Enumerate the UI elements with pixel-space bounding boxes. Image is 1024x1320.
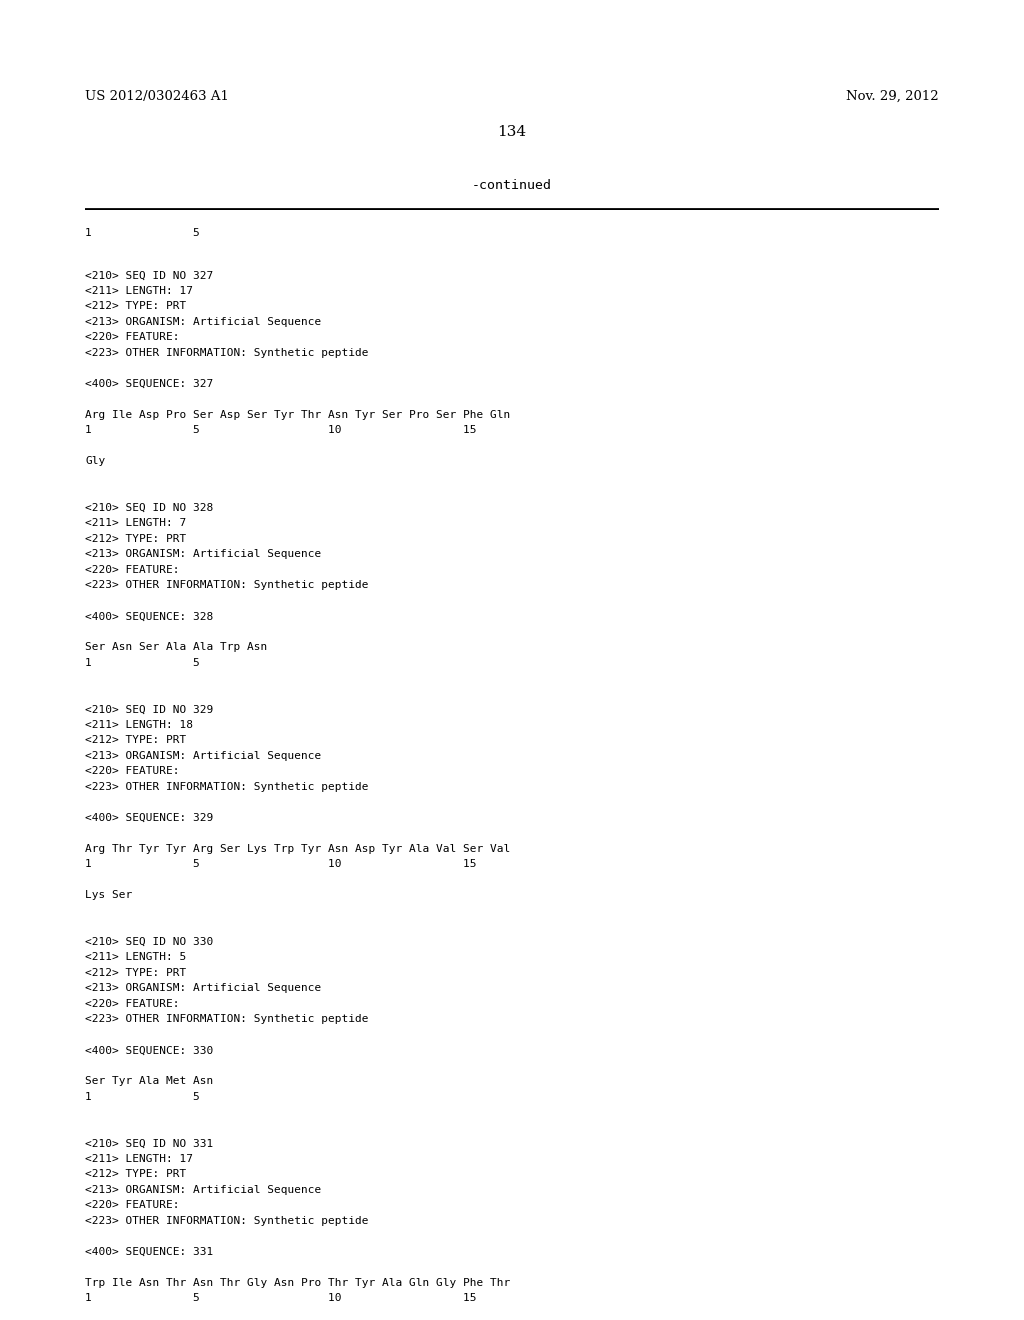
- Text: <220> FEATURE:: <220> FEATURE:: [85, 333, 179, 342]
- Text: Ser Tyr Ala Met Asn: Ser Tyr Ala Met Asn: [85, 1077, 213, 1086]
- Text: Gly: Gly: [85, 457, 105, 466]
- Text: 1               5                   10                  15: 1 5 10 15: [85, 859, 476, 870]
- Text: <400> SEQUENCE: 331: <400> SEQUENCE: 331: [85, 1247, 213, 1257]
- Text: <211> LENGTH: 7: <211> LENGTH: 7: [85, 519, 186, 528]
- Text: <212> TYPE: PRT: <212> TYPE: PRT: [85, 535, 186, 544]
- Text: Arg Thr Tyr Tyr Arg Ser Lys Trp Tyr Asn Asp Tyr Ala Val Ser Val: Arg Thr Tyr Tyr Arg Ser Lys Trp Tyr Asn …: [85, 843, 510, 854]
- Text: 1               5: 1 5: [85, 228, 200, 238]
- Text: <213> ORGANISM: Artificial Sequence: <213> ORGANISM: Artificial Sequence: [85, 983, 322, 994]
- Text: <211> LENGTH: 17: <211> LENGTH: 17: [85, 1154, 193, 1164]
- Text: Nov. 29, 2012: Nov. 29, 2012: [847, 90, 939, 103]
- Text: <213> ORGANISM: Artificial Sequence: <213> ORGANISM: Artificial Sequence: [85, 549, 322, 560]
- Text: <220> FEATURE:: <220> FEATURE:: [85, 565, 179, 576]
- Text: -continued: -continued: [472, 180, 552, 191]
- Text: <223> OTHER INFORMATION: Synthetic peptide: <223> OTHER INFORMATION: Synthetic pepti…: [85, 581, 369, 590]
- Text: <400> SEQUENCE: 329: <400> SEQUENCE: 329: [85, 813, 213, 822]
- Text: 1               5                   10                  15: 1 5 10 15: [85, 1294, 476, 1303]
- Text: <220> FEATURE:: <220> FEATURE:: [85, 999, 179, 1008]
- Text: <400> SEQUENCE: 330: <400> SEQUENCE: 330: [85, 1045, 213, 1056]
- Text: <212> TYPE: PRT: <212> TYPE: PRT: [85, 735, 186, 746]
- Text: <220> FEATURE:: <220> FEATURE:: [85, 767, 179, 776]
- Text: <212> TYPE: PRT: <212> TYPE: PRT: [85, 1170, 186, 1180]
- Text: <212> TYPE: PRT: <212> TYPE: PRT: [85, 968, 186, 978]
- Text: <210> SEQ ID NO 327: <210> SEQ ID NO 327: [85, 271, 213, 281]
- Text: US 2012/0302463 A1: US 2012/0302463 A1: [85, 90, 229, 103]
- Text: <210> SEQ ID NO 329: <210> SEQ ID NO 329: [85, 705, 213, 714]
- Text: <400> SEQUENCE: 328: <400> SEQUENCE: 328: [85, 611, 213, 622]
- Text: <223> OTHER INFORMATION: Synthetic peptide: <223> OTHER INFORMATION: Synthetic pepti…: [85, 348, 369, 358]
- Text: Lys Ser: Lys Ser: [85, 891, 132, 900]
- Text: <213> ORGANISM: Artificial Sequence: <213> ORGANISM: Artificial Sequence: [85, 751, 322, 762]
- Text: <220> FEATURE:: <220> FEATURE:: [85, 1200, 179, 1210]
- Text: <210> SEQ ID NO 330: <210> SEQ ID NO 330: [85, 937, 213, 946]
- Text: 134: 134: [498, 125, 526, 139]
- Text: <211> LENGTH: 17: <211> LENGTH: 17: [85, 286, 193, 296]
- Text: <210> SEQ ID NO 328: <210> SEQ ID NO 328: [85, 503, 213, 513]
- Text: Ser Asn Ser Ala Ala Trp Asn: Ser Asn Ser Ala Ala Trp Asn: [85, 643, 267, 652]
- Text: 1               5                   10                  15: 1 5 10 15: [85, 425, 476, 436]
- Text: <211> LENGTH: 18: <211> LENGTH: 18: [85, 719, 193, 730]
- Text: <213> ORGANISM: Artificial Sequence: <213> ORGANISM: Artificial Sequence: [85, 1185, 322, 1195]
- Text: Arg Ile Asp Pro Ser Asp Ser Tyr Thr Asn Tyr Ser Pro Ser Phe Gln: Arg Ile Asp Pro Ser Asp Ser Tyr Thr Asn …: [85, 411, 510, 420]
- Text: 1               5: 1 5: [85, 1092, 200, 1102]
- Text: Trp Ile Asn Thr Asn Thr Gly Asn Pro Thr Tyr Ala Gln Gly Phe Thr: Trp Ile Asn Thr Asn Thr Gly Asn Pro Thr …: [85, 1278, 510, 1288]
- Text: <223> OTHER INFORMATION: Synthetic peptide: <223> OTHER INFORMATION: Synthetic pepti…: [85, 781, 369, 792]
- Text: <212> TYPE: PRT: <212> TYPE: PRT: [85, 301, 186, 312]
- Text: <213> ORGANISM: Artificial Sequence: <213> ORGANISM: Artificial Sequence: [85, 317, 322, 327]
- Text: <400> SEQUENCE: 327: <400> SEQUENCE: 327: [85, 379, 213, 389]
- Text: <211> LENGTH: 5: <211> LENGTH: 5: [85, 953, 186, 962]
- Text: 1               5: 1 5: [85, 657, 200, 668]
- Text: <223> OTHER INFORMATION: Synthetic peptide: <223> OTHER INFORMATION: Synthetic pepti…: [85, 1015, 369, 1024]
- Text: <210> SEQ ID NO 331: <210> SEQ ID NO 331: [85, 1138, 213, 1148]
- Text: <223> OTHER INFORMATION: Synthetic peptide: <223> OTHER INFORMATION: Synthetic pepti…: [85, 1216, 369, 1226]
